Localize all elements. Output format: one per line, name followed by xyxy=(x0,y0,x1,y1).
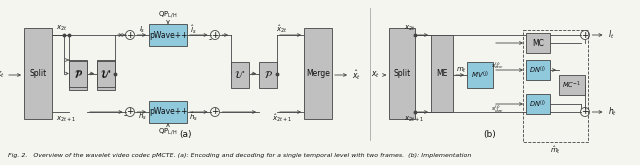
Text: MC: MC xyxy=(532,38,544,48)
Bar xyxy=(526,33,550,53)
Text: $x_t$: $x_t$ xyxy=(371,70,380,80)
Text: $x_{2t}$: $x_{2t}$ xyxy=(404,23,415,33)
Text: Split: Split xyxy=(29,69,47,78)
Text: +: + xyxy=(211,108,219,116)
Bar xyxy=(526,60,550,80)
Bar xyxy=(526,94,550,114)
Text: $l_t$: $l_t$ xyxy=(607,29,614,41)
Text: $x_{2t}$: $x_{2t}$ xyxy=(56,23,67,33)
Text: $s_{enc}^{(j)}$: $s_{enc}^{(j)}$ xyxy=(492,61,504,71)
Bar xyxy=(467,62,493,88)
Text: $\mathcal{P}$: $\mathcal{P}$ xyxy=(74,69,83,81)
Text: $MC^{-1}$: $MC^{-1}$ xyxy=(563,79,582,91)
Text: (b): (b) xyxy=(484,131,497,139)
Bar xyxy=(259,62,277,88)
Text: $h_t$: $h_t$ xyxy=(607,106,616,118)
Bar xyxy=(559,75,585,95)
Text: $m_t$: $m_t$ xyxy=(456,65,467,75)
Text: $DN^{(j)}$: $DN^{(j)}$ xyxy=(529,98,547,110)
Bar xyxy=(523,30,588,142)
Text: $\hat{x}_{2t}$: $\hat{x}_{2t}$ xyxy=(276,23,288,35)
Text: pWave++: pWave++ xyxy=(148,108,188,116)
Text: $\mathrm{QP_{L/H}}$: $\mathrm{QP_{L/H}}$ xyxy=(158,10,178,20)
Text: +: + xyxy=(581,31,589,39)
Text: $h_s$: $h_s$ xyxy=(138,112,147,122)
Text: +: + xyxy=(581,108,589,116)
Bar xyxy=(231,62,249,88)
Text: +: + xyxy=(126,31,134,39)
Text: (a): (a) xyxy=(179,131,191,139)
Bar xyxy=(69,61,87,86)
Text: -: - xyxy=(209,35,211,45)
Text: $s_{dec}^{(j)}$: $s_{dec}^{(j)}$ xyxy=(492,103,504,115)
Text: $\mathcal{U}$: $\mathcal{U}$ xyxy=(100,69,111,81)
Bar xyxy=(97,60,115,90)
Text: $\hat{x}_{2t+1}$: $\hat{x}_{2t+1}$ xyxy=(272,112,292,124)
Text: $\hat{h}_s$: $\hat{h}_s$ xyxy=(189,111,198,123)
Text: Split: Split xyxy=(394,69,411,78)
Text: $\hat{x}_t$: $\hat{x}_t$ xyxy=(352,68,361,82)
Text: -: - xyxy=(124,112,127,120)
Text: +: + xyxy=(126,108,134,116)
Text: +: + xyxy=(211,31,219,39)
Text: $\mathcal{P}$: $\mathcal{P}$ xyxy=(74,68,83,79)
Text: $l_s$: $l_s$ xyxy=(139,25,145,35)
Text: $\mathcal{P}$: $\mathcal{P}$ xyxy=(264,69,273,81)
Bar xyxy=(24,28,52,119)
Text: Merge: Merge xyxy=(306,69,330,78)
Text: $x_{2t+1}$: $x_{2t+1}$ xyxy=(404,114,424,124)
Bar xyxy=(97,61,115,86)
Bar xyxy=(149,101,187,123)
Text: ME: ME xyxy=(436,69,448,78)
Bar xyxy=(431,35,453,112)
Text: $DN^{(j)}$: $DN^{(j)}$ xyxy=(529,64,547,76)
Bar xyxy=(149,24,187,46)
Text: $\mathcal{U}$: $\mathcal{U}$ xyxy=(234,69,246,81)
Text: $\hat{m}_t$: $\hat{m}_t$ xyxy=(550,144,561,156)
Bar xyxy=(69,60,87,90)
Text: $\mathrm{QP_{L/H}}$: $\mathrm{QP_{L/H}}$ xyxy=(158,127,178,137)
Text: $x_t$: $x_t$ xyxy=(0,70,5,80)
Text: $\hat{l}_s$: $\hat{l}_s$ xyxy=(190,24,196,36)
Text: $\mathcal{U}$: $\mathcal{U}$ xyxy=(100,68,111,79)
Text: Fig. 2.   Overview of the wavelet video codec pMCTE. (a): Encoding and decoding : Fig. 2. Overview of the wavelet video co… xyxy=(8,152,472,158)
Text: pWave++: pWave++ xyxy=(148,31,188,39)
Bar xyxy=(304,28,332,119)
Text: $x_{2t+1}$: $x_{2t+1}$ xyxy=(56,114,76,124)
Text: $MV^{(j)}$: $MV^{(j)}$ xyxy=(471,69,489,81)
Bar xyxy=(389,28,415,119)
